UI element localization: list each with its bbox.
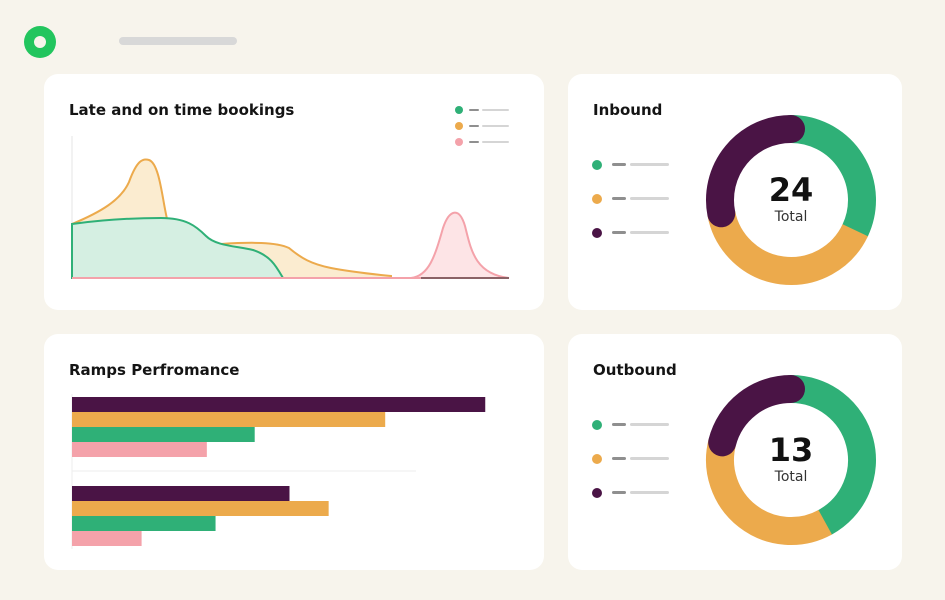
- outbound-card: Outbound 13 Total: [568, 334, 902, 570]
- outbound-donut-chart: [706, 375, 876, 545]
- legend-dot: [592, 420, 602, 430]
- legend-dash: [612, 491, 626, 494]
- ramps-bar-green: [72, 516, 216, 531]
- legend-item: [592, 194, 712, 204]
- legend-line: [630, 457, 669, 460]
- legend-line: [630, 163, 669, 166]
- inbound-card: Inbound 24 Total: [568, 74, 902, 310]
- legend-dot: [592, 194, 602, 204]
- legend-item: [592, 420, 712, 430]
- legend-dash: [612, 457, 626, 460]
- topbar-placeholder: [119, 37, 237, 45]
- legend-item: [455, 122, 575, 132]
- legend-item: [455, 106, 575, 116]
- outbound-total-label: Total: [774, 469, 808, 485]
- bookings-title: Late and on time bookings: [69, 101, 295, 119]
- bookings-area-chart: [71, 136, 510, 279]
- app-logo[interactable]: [24, 26, 56, 58]
- legend-dot: [592, 228, 602, 238]
- legend-line: [630, 197, 669, 200]
- ramps-bar-pink: [72, 531, 142, 546]
- legend-item: [592, 488, 712, 498]
- legend-line: [482, 109, 509, 111]
- legend-dash: [612, 423, 626, 426]
- legend-line: [630, 423, 669, 426]
- legend-dot: [592, 160, 602, 170]
- legend-dash: [612, 197, 626, 200]
- inbound-total-value: 24: [768, 171, 814, 209]
- outbound-total-value: 13: [768, 431, 814, 469]
- bookings-card: Late and on time bookings: [44, 74, 544, 310]
- donut-segment-orange: [706, 438, 832, 545]
- donut-segment-green: [777, 375, 876, 537]
- ramps-title: Ramps Perfromance: [69, 361, 240, 379]
- inbound-title: Inbound: [593, 101, 663, 119]
- inbound-center: 24 Total: [731, 172, 851, 226]
- legend-line: [630, 231, 669, 234]
- donut-segment-orange: [707, 210, 868, 285]
- area-pink: [410, 211, 510, 279]
- ramps-bar-purple: [72, 397, 486, 412]
- area-green: [71, 216, 285, 279]
- inbound-donut-chart: [706, 115, 876, 285]
- inbound-total-label: Total: [774, 209, 808, 225]
- legend-dot: [455, 122, 463, 130]
- donut-segment-purple: [706, 115, 805, 228]
- ramps-card: Ramps Perfromance: [44, 334, 544, 570]
- ramps-bar-chart: [71, 394, 486, 549]
- legend-line: [630, 491, 669, 494]
- legend-dot: [592, 454, 602, 464]
- legend-line: [482, 125, 509, 127]
- ramps-bar-green: [72, 427, 255, 442]
- legend-item: [592, 228, 712, 238]
- outbound-center: 13 Total: [731, 432, 851, 486]
- legend-dot: [592, 488, 602, 498]
- ramps-bar-orange: [72, 412, 386, 427]
- ramps-bar-pink: [72, 442, 207, 457]
- donut-segment-green: [777, 115, 876, 245]
- outbound-title: Outbound: [593, 361, 677, 379]
- legend-dash: [612, 163, 626, 166]
- legend-dot: [455, 106, 463, 114]
- legend-dash: [469, 141, 479, 143]
- legend-dash: [469, 125, 479, 127]
- ramps-bar-purple: [72, 486, 290, 501]
- donut-segment-purple: [708, 375, 805, 457]
- legend-dash: [469, 109, 479, 111]
- legend-line: [482, 141, 509, 143]
- ramps-bar-orange: [72, 501, 329, 516]
- legend-item: [455, 138, 575, 148]
- legend-dot: [455, 138, 463, 146]
- legend-item: [592, 160, 712, 170]
- legend-item: [592, 454, 712, 464]
- legend-dash: [612, 231, 626, 234]
